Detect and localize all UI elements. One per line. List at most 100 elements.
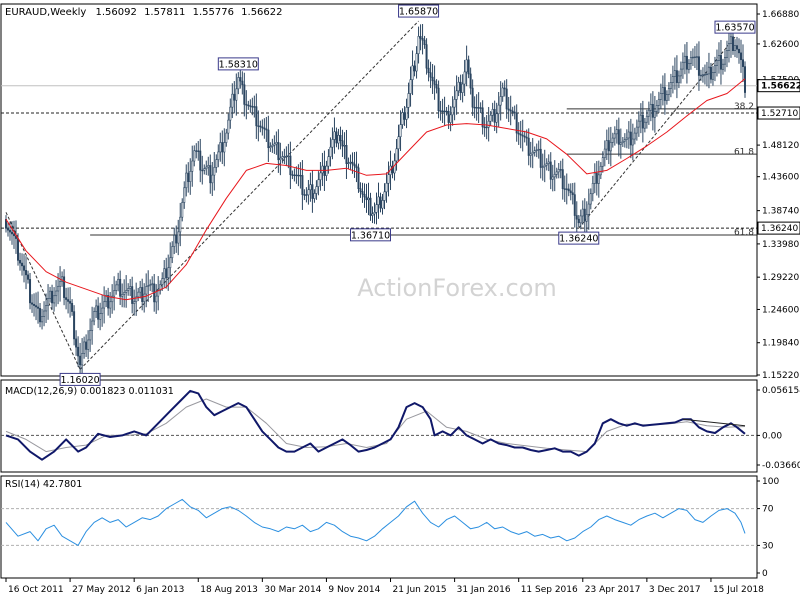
price-axis-label: 1.66880 xyxy=(762,10,799,20)
candle-body xyxy=(577,218,580,224)
candle-body xyxy=(373,212,376,215)
candle-body xyxy=(511,110,514,113)
candle-body xyxy=(203,168,206,171)
candle-body xyxy=(565,188,568,190)
candle-body xyxy=(185,172,188,189)
candle-body xyxy=(673,70,676,77)
candle-body xyxy=(615,129,618,135)
candle-body xyxy=(447,110,450,123)
candle-body xyxy=(379,196,382,209)
candle-body xyxy=(385,182,388,193)
price-axis-label: 1.38740 xyxy=(762,207,799,217)
header-high: 1.57811 xyxy=(144,7,185,18)
candle-body xyxy=(289,155,292,176)
macd-trend-line xyxy=(682,418,746,427)
candle-body xyxy=(163,268,166,280)
candle-body xyxy=(65,297,68,300)
header-low: 1.55776 xyxy=(193,7,234,18)
price-axis-label: 1.43600 xyxy=(762,173,799,183)
candle-body xyxy=(727,43,730,51)
x-axis-label: 31 Jan 2016 xyxy=(457,585,511,595)
price-axis-label: 1.29220 xyxy=(762,273,799,283)
candle-body xyxy=(93,311,96,322)
candle-body xyxy=(631,138,634,146)
candle-body xyxy=(513,111,516,114)
candle-body xyxy=(353,163,356,167)
candle-body xyxy=(117,278,120,286)
candle-body xyxy=(551,176,554,180)
candle-body xyxy=(101,307,104,314)
candle-body xyxy=(621,140,624,144)
candle-body xyxy=(455,90,458,100)
candle-body xyxy=(585,214,588,222)
candle-body xyxy=(605,140,608,150)
candle-body xyxy=(613,133,616,139)
level-box-4 xyxy=(59,372,101,386)
candle-body xyxy=(499,96,502,106)
level-box-0 xyxy=(398,4,440,18)
candle-body xyxy=(607,140,610,152)
candle-body xyxy=(575,215,578,220)
rsi-axis-label: 30 xyxy=(762,541,774,551)
chart-header: EURAUD,Weekly 1.56092 1.57811 1.55776 1.… xyxy=(5,7,283,18)
candle-body xyxy=(359,188,362,192)
candle-body xyxy=(175,235,178,244)
candle-body xyxy=(675,70,678,84)
candle-body xyxy=(123,292,126,295)
candle-body xyxy=(67,299,70,302)
candle-body xyxy=(91,320,94,331)
candle-body xyxy=(713,65,716,73)
candle-body xyxy=(219,142,222,153)
trend-line-0 xyxy=(5,212,81,370)
candle-body xyxy=(393,160,396,174)
candle-body xyxy=(695,56,698,58)
candle-body xyxy=(305,194,308,196)
candle-body xyxy=(689,57,692,64)
candle-body xyxy=(495,113,498,123)
candle-body xyxy=(593,172,596,184)
price-axis-label: 1.62600 xyxy=(762,40,799,50)
x-axis-label: 15 Jul 2018 xyxy=(713,585,764,595)
candle-body xyxy=(381,200,384,209)
candle-body xyxy=(417,36,420,54)
candle-body xyxy=(59,281,62,287)
level-label-5: 1.63570 xyxy=(715,23,754,34)
candle-body xyxy=(357,167,360,189)
candle-body xyxy=(125,290,128,293)
candle-body xyxy=(341,140,344,147)
candle-body xyxy=(243,84,246,105)
candle-body xyxy=(321,165,324,174)
candle-body xyxy=(601,157,604,167)
candle-body xyxy=(149,284,152,286)
candle-body xyxy=(525,136,528,139)
candle-body xyxy=(333,131,336,140)
candle-body xyxy=(139,287,142,293)
candle-body xyxy=(659,93,662,100)
candle-body xyxy=(169,257,172,269)
candle-body xyxy=(397,136,400,150)
candle-body xyxy=(603,148,606,158)
candle-body xyxy=(597,174,600,184)
candle-body xyxy=(427,67,430,73)
x-axis-label: 6 Jan 2013 xyxy=(136,585,184,595)
candle-body xyxy=(57,285,60,292)
candle-body xyxy=(31,302,34,305)
level-label-1: 1.58310 xyxy=(219,59,258,70)
header-symbol: EURAUD,Weekly xyxy=(5,7,86,18)
candle-body xyxy=(693,56,696,59)
candle-body xyxy=(669,82,672,89)
fib-label-2: 61.8 xyxy=(734,228,754,238)
support-label-0: 1.52710 xyxy=(761,109,798,119)
candle-body xyxy=(317,179,320,187)
x-axis-label: 23 Apr 2017 xyxy=(585,585,641,595)
candle-body xyxy=(617,129,620,145)
candle-body xyxy=(421,37,424,41)
candle-body xyxy=(523,135,526,138)
candle-body xyxy=(719,55,722,70)
candle-body xyxy=(483,126,486,129)
watermark: ActionForex.com xyxy=(357,274,557,302)
candle-body xyxy=(507,108,510,111)
candle-body xyxy=(403,112,406,120)
